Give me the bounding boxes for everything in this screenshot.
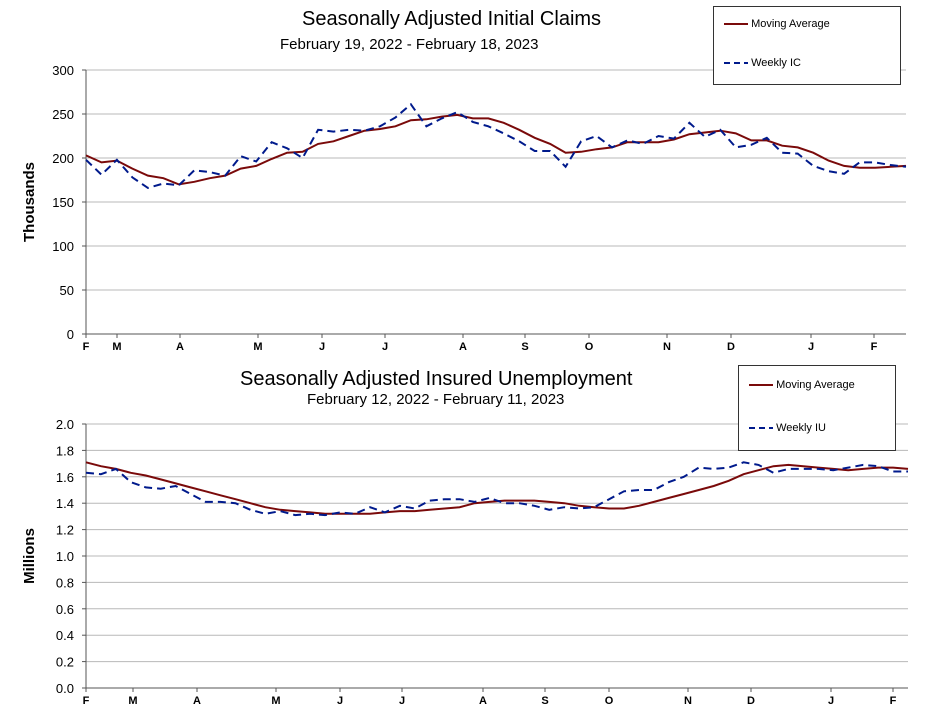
moving-average-line [85, 113, 907, 186]
y-tick-label: 0 [67, 327, 74, 342]
y-tick-label: 100 [52, 239, 74, 254]
legend-label: Weekly IU [776, 422, 826, 434]
x-tick-label: J [808, 341, 814, 353]
y-tick-label: 1.8 [56, 443, 74, 458]
x-tick-label: J [828, 695, 834, 707]
y-tick-label: 300 [52, 63, 74, 78]
insured-unemployment-chart: 0.0 0.2 0.4 0.6 0.8 1.0 1.2 1.4 1.6 1.8 2.0 F M A M J J A… [0, 360, 929, 720]
y-tick-label: 0.2 [56, 655, 74, 670]
x-tick-label: O [605, 695, 614, 707]
x-tick-label: A [459, 341, 467, 353]
y-axis-label: Thousands [21, 162, 38, 242]
y-tick-label: 1.2 [56, 523, 74, 538]
y-tick-label: 200 [52, 151, 74, 166]
x-tick-label: N [663, 341, 671, 353]
x-tick-label: D [727, 341, 735, 353]
x-tick-label: M [271, 695, 280, 707]
y-tick-label: 50 [60, 283, 74, 298]
y-tick-label: 1.0 [56, 549, 74, 564]
x-tick-label: F [83, 341, 90, 353]
legend-label: Weekly IC [751, 57, 801, 69]
y-tick-label: 0.8 [56, 575, 74, 590]
legend-label: Moving Average [751, 18, 830, 30]
y-tick-label: 2.0 [56, 417, 74, 432]
chart-title: Seasonally Adjusted Initial Claims [302, 8, 602, 30]
x-tick-label: M [128, 695, 137, 707]
legend-item-moving-average: Moving Average [724, 18, 830, 30]
weekly-line [85, 461, 908, 517]
x-tick-label: A [479, 695, 487, 707]
x-tick-label: F [83, 695, 90, 707]
x-tick-label: F [890, 695, 897, 707]
x-tick-label: N [684, 695, 692, 707]
legend-item-weekly-ic: Weekly IC [724, 57, 801, 69]
chart-subtitle: February 12, 2022 - February 11, 2023 [307, 391, 565, 408]
x-tick-label: O [585, 341, 594, 353]
x-tick-label: J [337, 695, 343, 707]
x-tick-label: M [253, 341, 262, 353]
x-tick-label: S [521, 341, 528, 353]
initial-claims-chart: 0 50 100 150 200 250 300 F M A M J J A S O N D J F Thousands… [21, 6, 907, 353]
dashed-line-swatch [749, 427, 773, 430]
x-tick-label: J [319, 341, 325, 353]
x-tick-label: S [541, 695, 548, 707]
y-tick-label: 1.6 [56, 470, 74, 485]
y-tick-label: 150 [52, 195, 74, 210]
y-tick-label: 0.6 [56, 602, 74, 617]
dashed-line-swatch [724, 62, 748, 65]
chart-title: Seasonally Adjusted Insured Unemployment [240, 368, 633, 390]
x-tick-label: A [176, 341, 184, 353]
weekly-line [85, 102, 907, 189]
x-tick-label: J [399, 695, 405, 707]
y-tick-label: 0.4 [56, 628, 74, 643]
x-tick-label: F [871, 341, 878, 353]
solid-line-swatch [749, 384, 773, 387]
legend-label: Moving Average [776, 379, 855, 391]
x-tick-label: D [747, 695, 755, 707]
legend: Moving Average Weekly IU [738, 365, 896, 451]
y-tick-label: 0.0 [56, 681, 74, 696]
legend: Moving Average Weekly IC [713, 6, 901, 85]
solid-line-swatch [724, 23, 748, 26]
y-tick-label: 1.4 [56, 496, 74, 511]
chart-subtitle: February 19, 2022 - February 18, 2023 [280, 36, 539, 53]
x-tick-label: M [112, 341, 121, 353]
x-tick-label: J [382, 341, 388, 353]
legend-item-moving-average: Moving Average [749, 379, 855, 391]
y-tick-label: 250 [52, 107, 74, 122]
y-axis-label: Millions [21, 528, 38, 584]
x-tick-label: A [193, 695, 201, 707]
legend-item-weekly-iu: Weekly IU [749, 422, 826, 434]
initial-claims-plot: 0 50 100 150 200 250 300 F M A M J J A S O N D J F Thousands [21, 63, 907, 353]
